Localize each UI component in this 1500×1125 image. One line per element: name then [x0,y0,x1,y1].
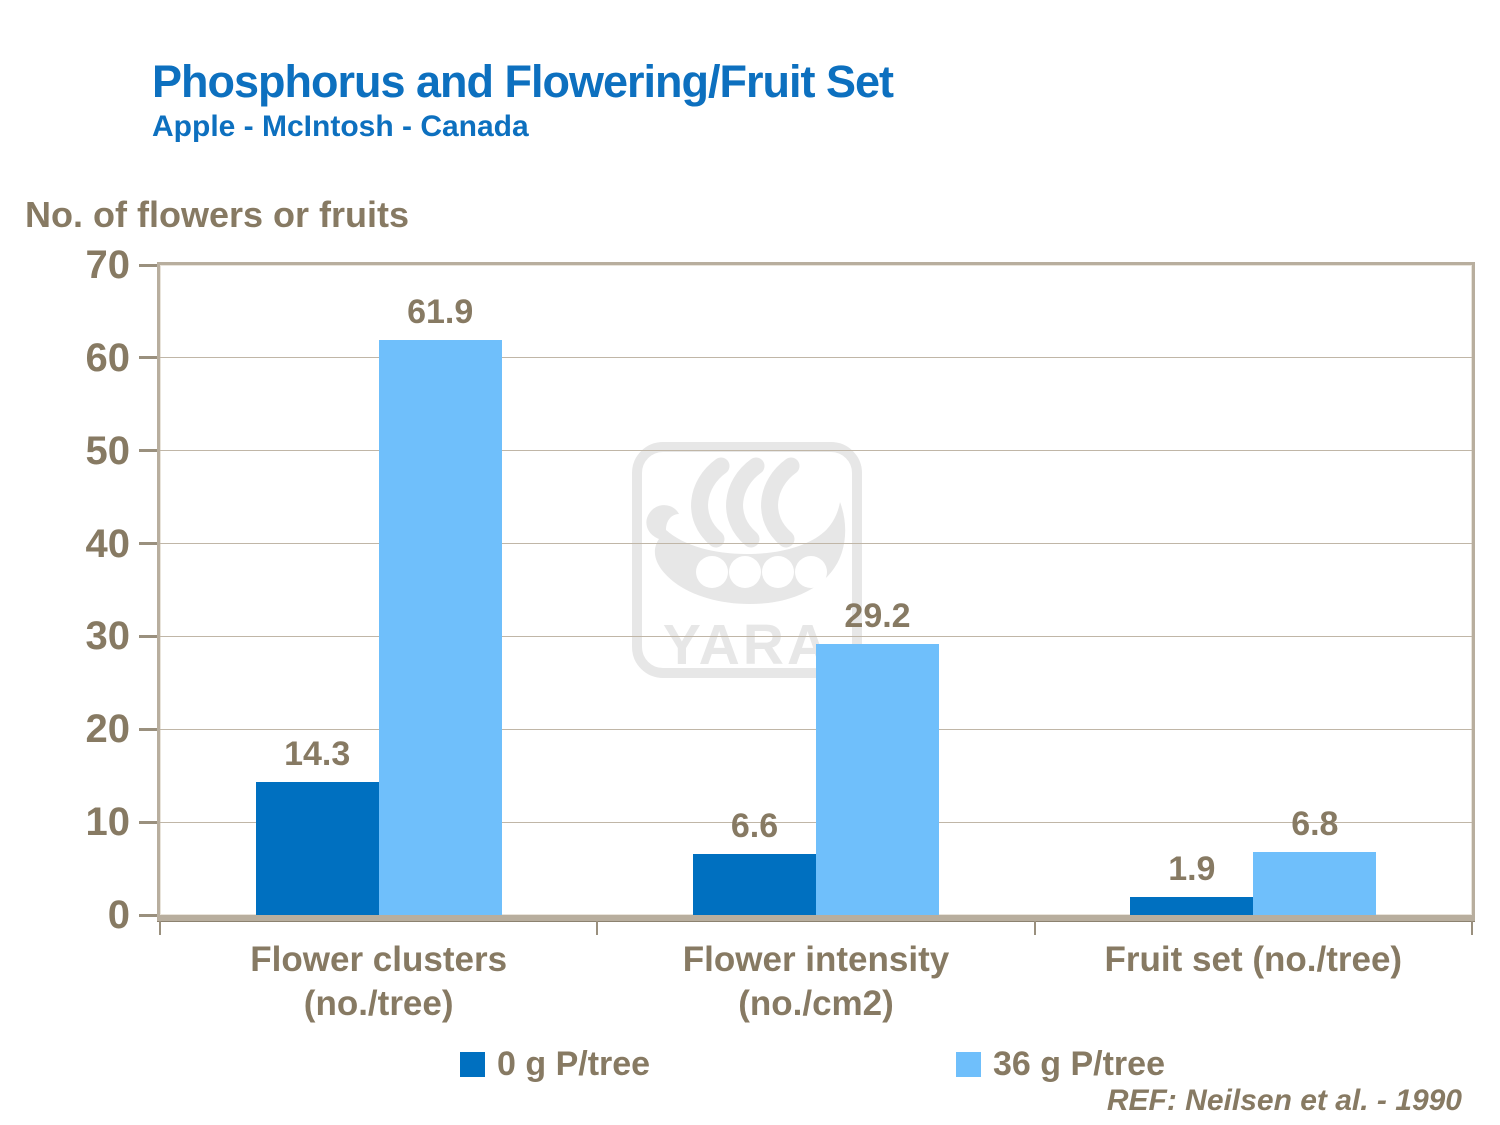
watermark-border [632,442,862,678]
y-tick-mark [139,913,157,917]
shield-hole [696,556,728,588]
bar [1253,851,1377,915]
category-label-line: Flower clusters [250,940,508,979]
page-title: Phosphorus and Flowering/Fruit Set [152,56,894,107]
bar [255,782,379,915]
x-tick-mark [1471,921,1473,935]
category-label: Flower clusters (no./tree) [160,938,597,1026]
gridline [160,543,1472,545]
legend-swatch [956,1051,981,1077]
page-subtitle: Apple - McIntosh - Canada [152,110,529,143]
category-label: Fruit set (no./tree) [1035,938,1472,1026]
y-axis-title: No. of flowers or fruits [25,194,410,235]
bar-value-label: 6.8 [1291,804,1339,843]
x-tick-mark [159,921,161,935]
y-tick-label: 20 [85,707,131,752]
y-tick-mark [139,820,157,824]
y-tick-label: 10 [85,800,131,845]
y-tick-label: 50 [85,428,131,473]
y-tick-label: 0 [107,893,130,937]
legend-item: 0 g P/tree [460,1044,651,1083]
category-label: Flower intensity (no./cm2) [597,938,1034,1026]
plot-area: YARA 14.3 61.9 6.6 29.2 1.9 6.8 [160,265,1472,915]
category-label-line: Fruit set (no./tree) [1104,940,1403,979]
legend-item: 36 g P/tree [956,1044,1165,1083]
category-label-line: (no./tree) [303,983,454,1023]
category-label-line: Flower intensity [682,940,950,979]
y-tick-label: 30 [85,614,131,659]
legend-swatch [460,1051,485,1077]
shield-hole [795,556,827,588]
y-tick-label: 70 [85,243,131,287]
y-tick-label: 40 [85,521,131,566]
bar [378,340,502,915]
viking-ship-hull [646,502,846,605]
gridline [160,357,1472,359]
viking-ship-sails [691,457,800,548]
bar-value-label: 6.6 [730,806,779,845]
gridline [160,635,1472,637]
bar [1130,897,1254,915]
bar-value-label: 1.9 [1168,850,1216,889]
y-tick-mark [139,542,157,546]
y-tick-mark [139,634,157,638]
bar [693,853,816,915]
y-tick-mark [139,449,157,453]
yara-watermark-logo: YARA [632,442,862,678]
x-tick-mark [596,921,599,935]
reference-text: REF: Neilsen et al. - 1990 [1106,1084,1462,1117]
bar-value-label: 29.2 [844,596,911,635]
shield-hole [729,556,761,588]
bar [816,643,939,915]
gridline [160,450,1472,452]
bar-value-label: 61.9 [407,293,474,332]
shield-hole [762,556,794,588]
legend-label: 36 g P/tree [993,1044,1165,1083]
legend-label: 0 g P/tree [497,1044,651,1083]
x-axis-labels: Flower clusters (no./tree) Flower intensit… [160,938,1472,1026]
y-tick-mark [139,356,157,360]
watermark-text: YARA [663,613,831,677]
x-tick-mark [1033,921,1036,935]
category-label-line: (no./cm2) [738,983,894,1023]
bar-value-label: 14.3 [284,735,351,774]
y-tick-mark [139,263,157,267]
y-tick-mark [139,727,157,731]
y-tick-label: 60 [85,335,131,380]
